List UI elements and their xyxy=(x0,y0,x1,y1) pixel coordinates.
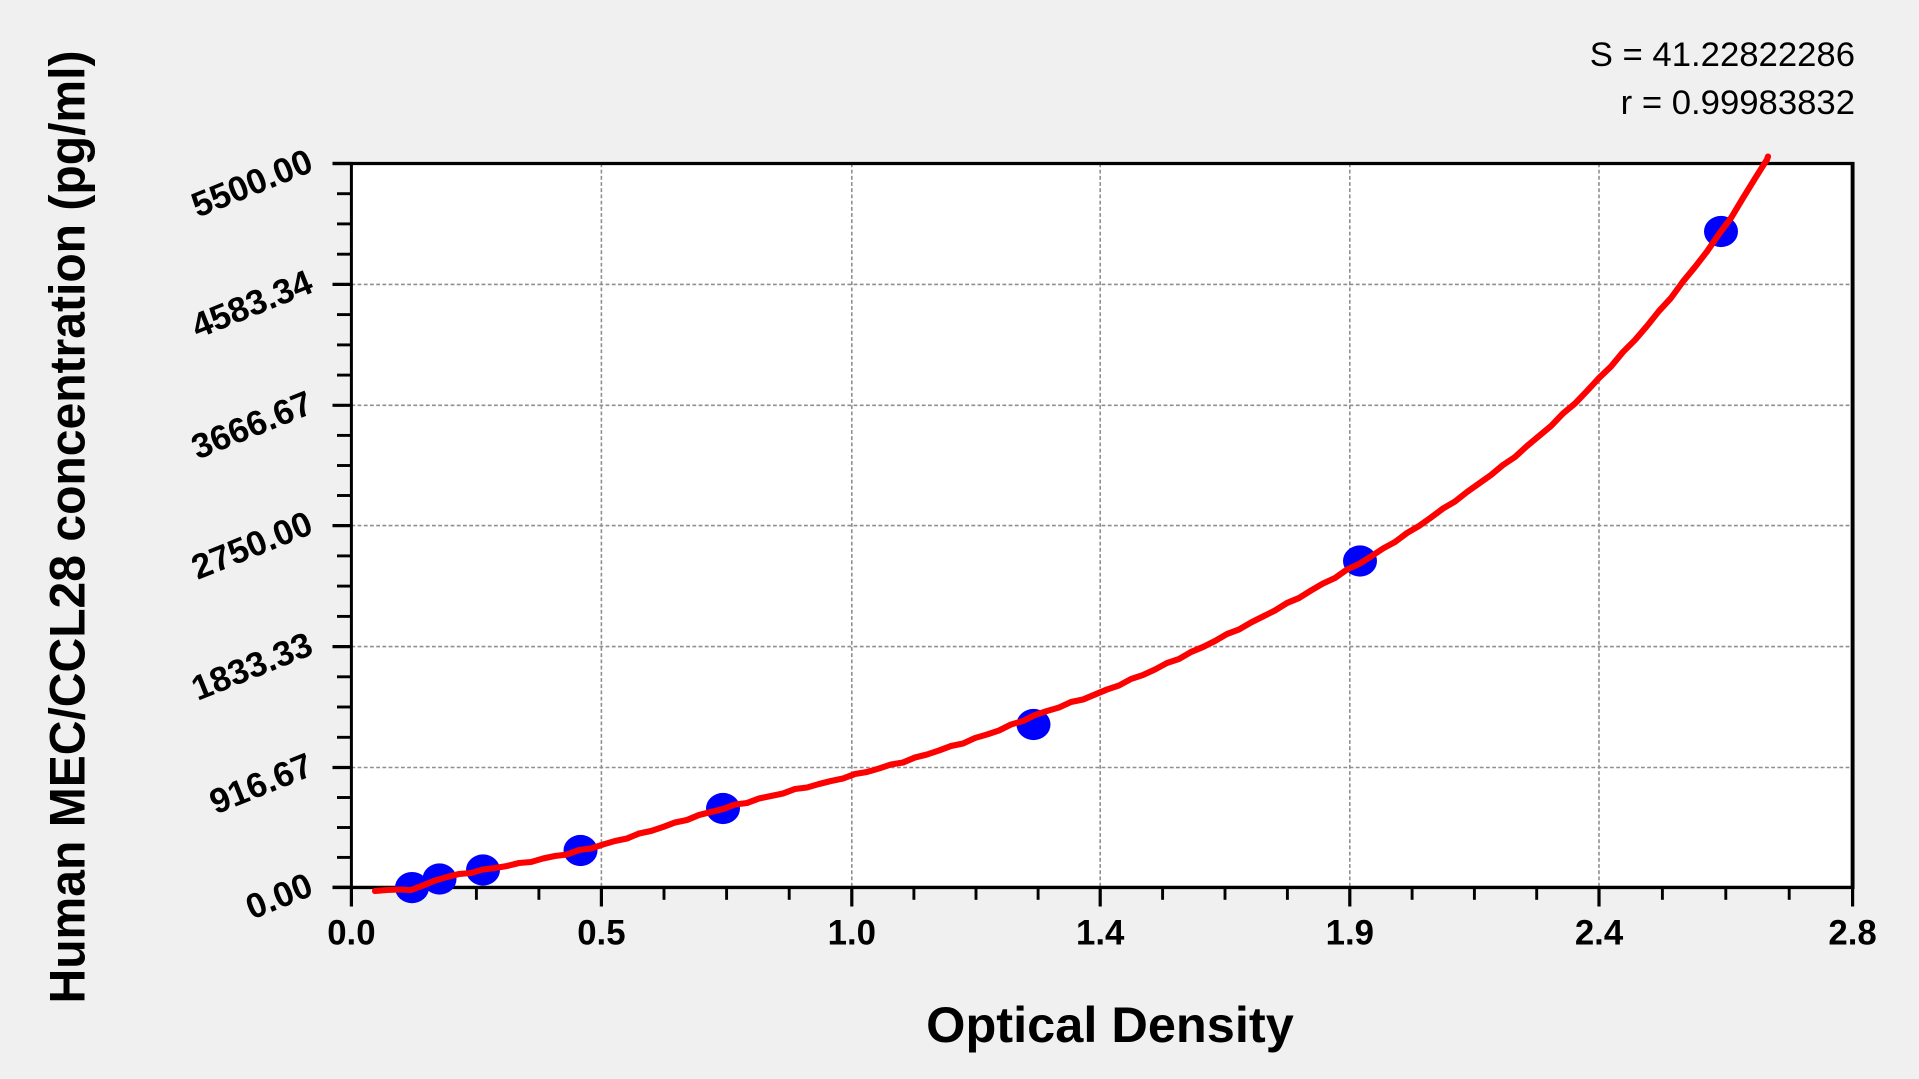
svg-text:1.0: 1.0 xyxy=(828,914,876,953)
svg-text:0.0: 0.0 xyxy=(327,914,375,953)
svg-text:0.5: 0.5 xyxy=(577,914,625,953)
svg-text:2.4: 2.4 xyxy=(1575,914,1624,953)
svg-text:Human MEC/CCL28 concentration: Human MEC/CCL28 concentration (pg/ml) xyxy=(40,51,96,1004)
svg-text:S = 41.22822286: S = 41.22822286 xyxy=(1590,36,1855,74)
svg-text:1.4: 1.4 xyxy=(1076,914,1125,953)
svg-text:2.8: 2.8 xyxy=(1828,914,1876,953)
svg-text:r = 0.99983832: r = 0.99983832 xyxy=(1621,84,1855,122)
svg-text:Optical Density: Optical Density xyxy=(926,996,1294,1053)
svg-text:1.9: 1.9 xyxy=(1326,914,1374,953)
